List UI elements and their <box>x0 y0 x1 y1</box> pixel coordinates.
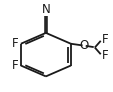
Text: F: F <box>101 49 108 62</box>
Text: F: F <box>11 59 18 72</box>
Text: F: F <box>11 37 18 50</box>
Text: F: F <box>101 33 108 46</box>
Text: N: N <box>41 3 50 16</box>
Text: O: O <box>78 39 88 52</box>
